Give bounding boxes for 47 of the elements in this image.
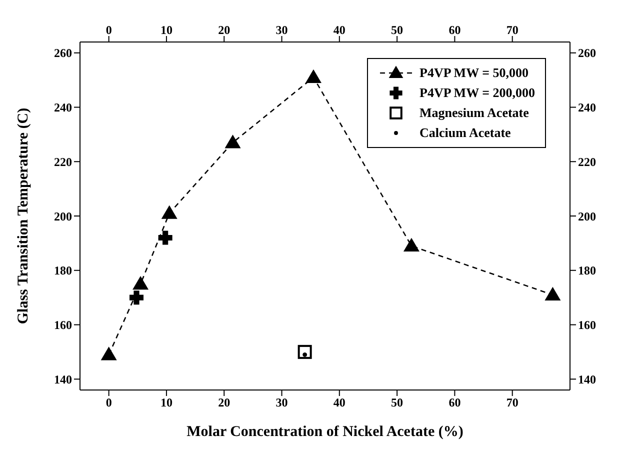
x-tick-label: 0: [106, 23, 112, 37]
point: [403, 238, 420, 252]
x-tick-label: 10: [160, 23, 172, 37]
point: [224, 134, 241, 148]
y-axis-title: Glass Transition Temperature (C): [15, 108, 32, 324]
y2-tick-label: 180: [578, 264, 596, 278]
legend-label: P4VP MW = 50,000: [420, 65, 528, 81]
y-tick-label: 160: [54, 318, 72, 332]
point: [100, 346, 117, 360]
x2-tick-label: 20: [218, 396, 230, 410]
point: [158, 230, 172, 245]
y-tick-label: 240: [54, 100, 72, 115]
point: [129, 290, 144, 305]
legend-label: Magnesium Acetate: [420, 105, 529, 121]
y2-tick-label: 240: [578, 100, 596, 115]
x2-tick-label: 40: [333, 396, 346, 410]
x-tick-label: 60: [448, 23, 461, 37]
x2-tick-label: 30: [276, 396, 288, 410]
y2-tick-label: 200: [578, 209, 596, 224]
x2-tick-label: 70: [506, 396, 518, 410]
y-tick-label: 220: [54, 154, 72, 169]
point: [302, 352, 308, 357]
y-tick-label: 140: [54, 372, 72, 386]
point: [132, 276, 149, 290]
x2-tick-label: 0: [106, 396, 112, 410]
y2-tick-label: 160: [578, 318, 596, 332]
y-tick-label: 260: [54, 46, 72, 60]
point: [161, 205, 178, 219]
x-axis-title: Molar Concentration of Nickel Acetate (%): [186, 424, 464, 440]
y2-tick-label: 220: [578, 154, 596, 169]
x2-tick-label: 50: [391, 396, 404, 410]
y2-tick-label: 140: [578, 372, 596, 386]
x-tick-label: 70: [506, 23, 518, 37]
legend-label: Calcium Acetate: [420, 125, 511, 141]
y-tick-label: 180: [54, 264, 72, 278]
x-tick-label: 50: [391, 23, 404, 37]
x-tick-label: 30: [276, 23, 288, 37]
x-tick-label: 40: [333, 23, 346, 37]
point: [305, 69, 322, 83]
y2-tick-label: 260: [578, 46, 596, 60]
legend-label: P4VP MW = 200,000: [420, 85, 535, 101]
x2-tick-label: 10: [160, 396, 172, 410]
y-tick-label: 200: [54, 209, 72, 224]
x-tick-label: 20: [218, 23, 230, 37]
point: [544, 286, 561, 300]
point: [298, 344, 312, 359]
x2-tick-label: 60: [448, 396, 461, 410]
